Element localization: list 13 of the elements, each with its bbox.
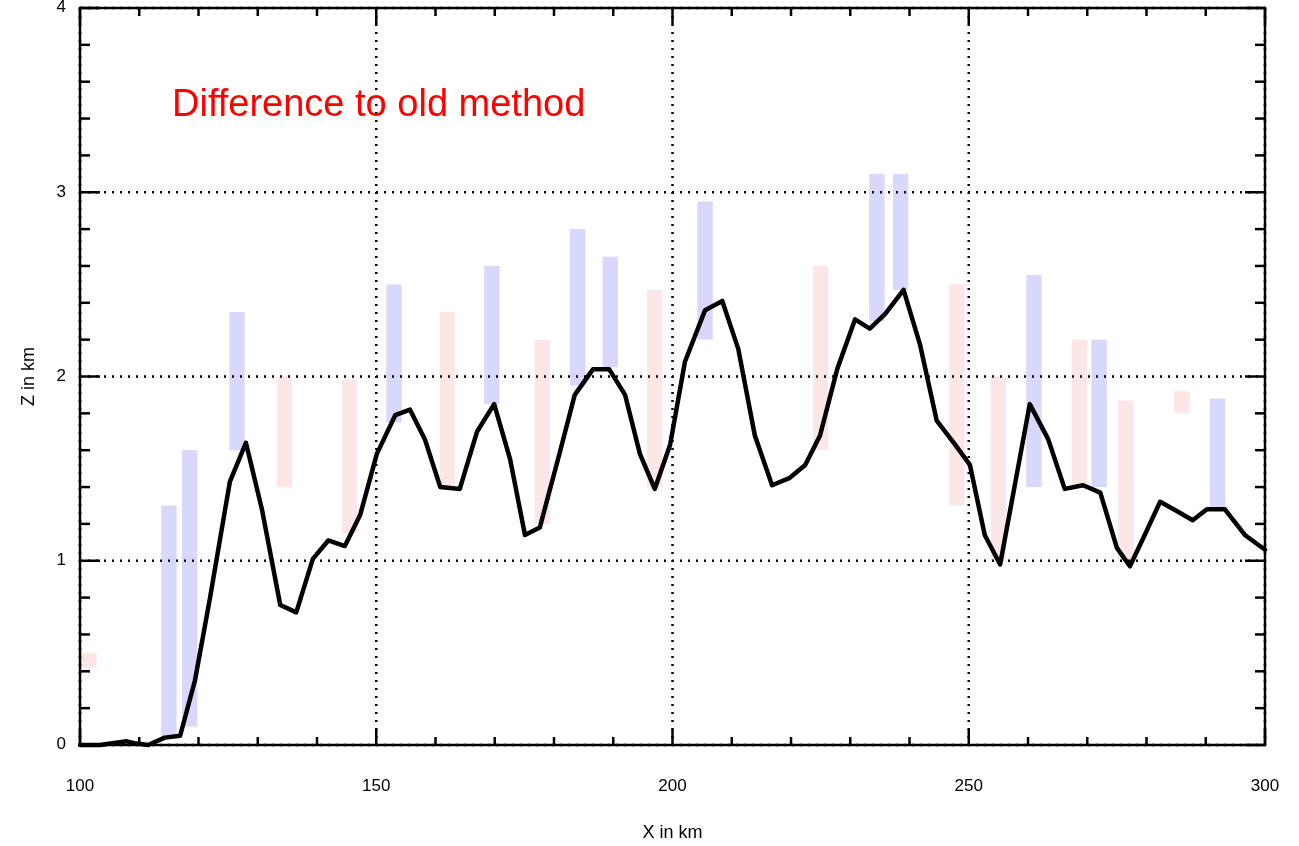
y-axis-title: Z in km — [18, 346, 38, 407]
x-tick-label: 200 — [658, 776, 687, 795]
x-axis-title: X in km — [642, 822, 703, 842]
x-tick-label: 250 — [954, 776, 983, 795]
annotation: Difference to old method — [172, 82, 586, 124]
y-tick-label: 4 — [56, 0, 66, 17]
x-tick-label: 100 — [65, 776, 95, 795]
x-tick-label: 300 — [1250, 776, 1280, 795]
y-tick-label: 1 — [56, 550, 66, 570]
y-tick-label: 3 — [56, 181, 66, 201]
y-tick-label: 2 — [56, 365, 66, 385]
x-tick-label: 150 — [362, 776, 391, 795]
y-tick-label: 0 — [56, 734, 66, 754]
